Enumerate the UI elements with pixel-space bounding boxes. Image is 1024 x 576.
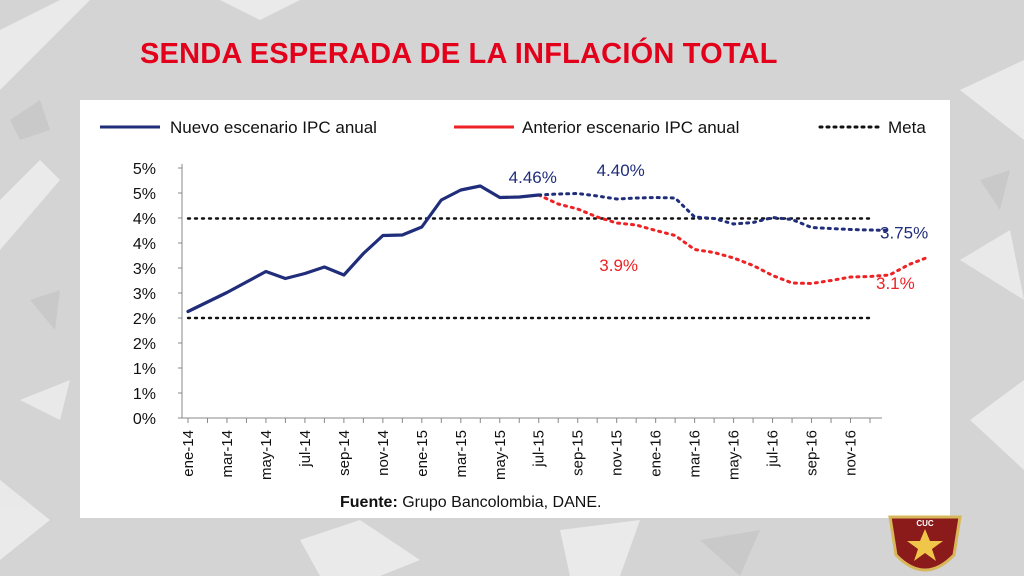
x-tick-label: mar-15 <box>453 430 470 478</box>
source-text: Grupo Bancolombia, DANE. <box>402 494 602 511</box>
legend-entry-nuevo: Nuevo escenario IPC anual <box>170 118 377 137</box>
y-tick-label: 1% <box>133 361 156 378</box>
y-tick-label: 0% <box>133 411 156 428</box>
x-tick-label: jul-14 <box>297 430 314 468</box>
data-label: 4.40% <box>597 161 645 180</box>
slide-title: SENDA ESPERADA DE LA INFLACIÓN TOTAL <box>140 38 778 70</box>
y-tick-label: 2% <box>133 311 156 328</box>
chart-legend: Nuevo escenario IPC anual Anterior escen… <box>100 118 926 137</box>
y-tick-label: 5% <box>133 161 156 178</box>
x-tick-label: ene-15 <box>414 430 431 477</box>
meta-lines <box>186 217 872 320</box>
chart: Nuevo escenario IPC anual Anterior escen… <box>100 118 930 480</box>
cuc-logo-icon: CUC <box>888 515 962 572</box>
x-tick-label: may-16 <box>726 430 743 480</box>
series-nuevo-line <box>186 184 541 314</box>
x-tick-label: may-14 <box>258 430 275 480</box>
x-tick-label: nov-14 <box>375 430 392 476</box>
y-tick-label: 4% <box>133 211 156 228</box>
x-tick-label: mar-14 <box>219 430 236 478</box>
source-note: Fuente: Grupo Bancolombia, DANE. <box>340 494 601 512</box>
y-tick-label: 1% <box>133 386 156 403</box>
chart-series <box>186 184 930 314</box>
x-tick-label: ene-16 <box>648 430 665 477</box>
series-anterior-line <box>537 193 930 285</box>
y-tick-label: 4% <box>133 236 156 253</box>
x-tick-label: nov-16 <box>843 430 860 476</box>
source-label: Fuente: <box>340 494 398 511</box>
chart-panel: Nuevo escenario IPC anual Anterior escen… <box>80 100 950 518</box>
logo-text: CUC <box>916 519 934 528</box>
y-tick-label: 3% <box>133 286 156 303</box>
legend-entry-meta: Meta <box>888 118 926 137</box>
x-tick-label: mar-16 <box>687 430 704 478</box>
x-tick-label: jul-16 <box>765 430 782 468</box>
chart-annotations: 4.46% 4.40% 3.75% 3.9% 3.1% <box>509 161 929 293</box>
x-tick-label: may-15 <box>492 430 509 480</box>
y-tick-label: 2% <box>133 336 156 353</box>
legend-entry-anterior: Anterior escenario IPC anual <box>522 118 739 137</box>
x-tick-label: sep-14 <box>336 430 353 476</box>
x-tick-label: sep-15 <box>570 430 587 476</box>
y-tick-label: 5% <box>133 186 156 203</box>
x-tick-label: ene-14 <box>180 430 197 477</box>
data-label: 3.75% <box>880 224 928 243</box>
chart-axes: 0% 1% 1% 2% 2% 3% 3% 4% 4% 5% 5% ene-14 mar-14 may-14… <box>133 161 882 480</box>
data-label: 3.1% <box>876 274 915 293</box>
series-nuevo-projection-line <box>537 192 891 232</box>
data-label: 3.9% <box>599 256 638 275</box>
x-tick-label: jul-15 <box>531 430 548 468</box>
data-label: 4.46% <box>509 168 557 187</box>
y-tick-label: 3% <box>133 261 156 278</box>
x-tick-label: nov-15 <box>609 430 626 476</box>
x-tick-label: sep-16 <box>804 430 821 476</box>
